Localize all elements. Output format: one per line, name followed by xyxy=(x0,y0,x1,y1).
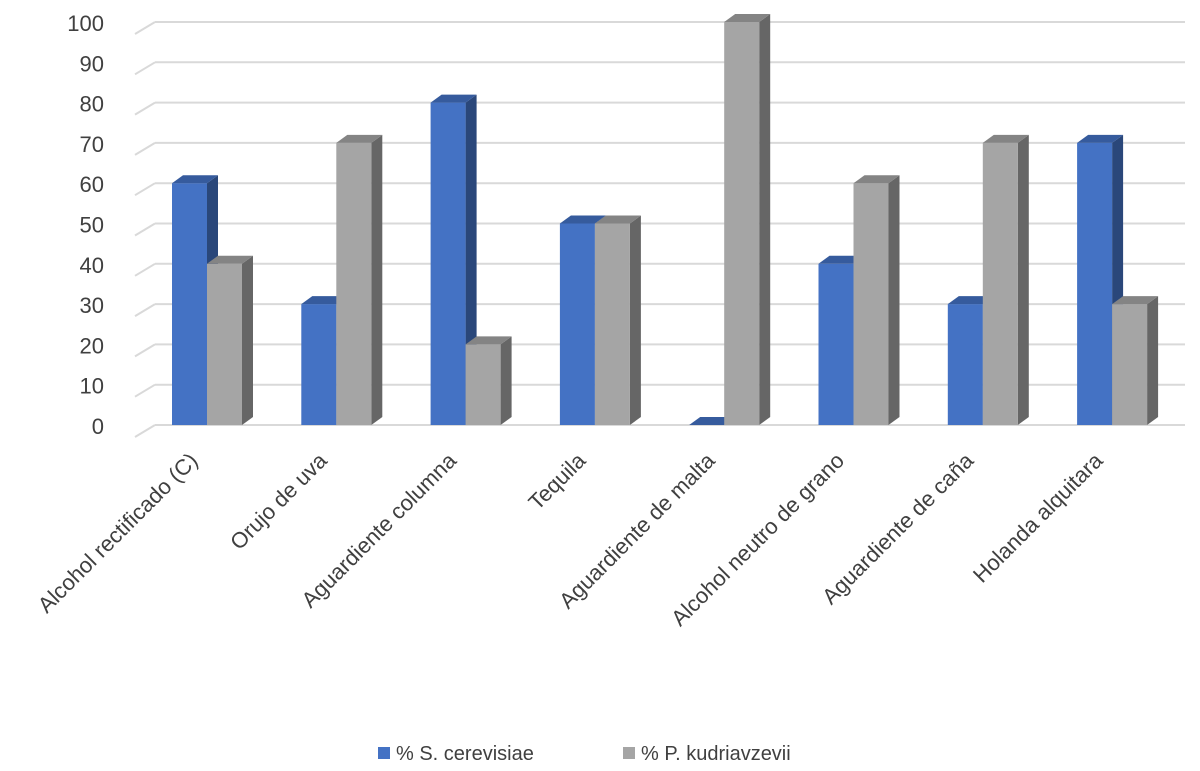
y-tick-label: 80 xyxy=(80,92,104,117)
legend-swatch-s-cerevisiae xyxy=(378,747,390,759)
y-tick-label: 10 xyxy=(80,374,104,399)
bar xyxy=(465,336,512,425)
bar-top xyxy=(689,417,736,425)
bar-top xyxy=(336,134,383,143)
y-tick-label: 50 xyxy=(80,213,104,238)
bar-front xyxy=(1077,142,1113,425)
bar-front xyxy=(724,22,760,425)
y-tick-label: 20 xyxy=(80,333,104,358)
y-tick-label: 90 xyxy=(80,51,104,76)
bar xyxy=(724,14,771,425)
bar-top xyxy=(724,14,771,22)
bar-top xyxy=(465,336,512,345)
bar-front xyxy=(947,304,983,425)
gridline xyxy=(134,383,156,398)
bar-top xyxy=(430,94,477,103)
gridline xyxy=(134,424,156,438)
legend-swatch-p-kudriavzevii xyxy=(623,747,635,759)
gridline xyxy=(134,303,156,317)
bar-front xyxy=(853,183,889,425)
gridline xyxy=(134,142,156,156)
bar xyxy=(982,134,1029,425)
legend-label-s-cerevisiae: % S. cerevisiae xyxy=(396,743,534,765)
bar-front xyxy=(465,344,501,425)
gridline xyxy=(134,222,156,237)
x-tick-label: Orujo de uva xyxy=(225,447,332,554)
bar-front xyxy=(559,223,595,425)
bar-side xyxy=(500,336,512,425)
y-axis-ticks: 0 10 20 30 40 50 60 70 80 90 100 xyxy=(67,11,104,439)
bar-top xyxy=(853,175,900,184)
bar-front xyxy=(594,223,630,425)
bar xyxy=(594,215,641,425)
y-tick-label: 70 xyxy=(80,132,104,157)
bar-side xyxy=(371,134,383,425)
bar-top xyxy=(594,215,641,224)
y-tick-label: 60 xyxy=(80,172,104,197)
gridline xyxy=(134,101,156,116)
bar-front xyxy=(336,142,372,425)
bar-front xyxy=(301,304,337,425)
bar xyxy=(336,134,383,425)
bar-top xyxy=(1077,134,1124,143)
gridline xyxy=(134,61,156,76)
bar-front xyxy=(172,183,207,425)
x-axis-labels: Alcohol rectificado (C) Orujo de uvaAguar… xyxy=(33,447,1108,630)
bar-front xyxy=(818,263,854,425)
gridline xyxy=(134,21,156,35)
y-tick-label: 100 xyxy=(67,11,104,36)
bar-top xyxy=(947,296,994,305)
legend: % S. cerevisiae % P. kudriavzevii xyxy=(378,743,791,765)
bar-front xyxy=(982,142,1018,425)
bar-top xyxy=(559,215,606,224)
bar xyxy=(853,175,900,425)
bar-top xyxy=(172,175,218,184)
bar-top xyxy=(982,134,1029,143)
gridline xyxy=(134,262,156,277)
bar-front xyxy=(430,102,466,425)
bar-front xyxy=(207,263,242,425)
y-tick-label: 40 xyxy=(80,253,104,278)
bar-side xyxy=(242,255,253,425)
gridline xyxy=(134,343,156,358)
gridline xyxy=(134,182,156,197)
bar-side xyxy=(1147,296,1159,425)
bar-side xyxy=(629,215,641,425)
bar xyxy=(207,255,253,425)
x-tick-label: Holanda alquitara xyxy=(968,447,1108,587)
bar-side xyxy=(888,175,900,425)
y-tick-label: 0 xyxy=(92,414,104,439)
y-tick-label: 30 xyxy=(80,293,104,318)
bar-top xyxy=(1112,296,1159,305)
bar-side xyxy=(759,14,771,425)
bar-front xyxy=(1112,304,1148,425)
legend-label-p-kudriavzevii: % P. kudriavzevii xyxy=(641,743,791,765)
bars xyxy=(172,14,1159,425)
bar-top xyxy=(207,255,253,264)
bar-top xyxy=(301,296,348,305)
bar-top xyxy=(818,255,865,264)
x-tick-label: Tequila xyxy=(523,447,591,515)
x-tick-label: Alcohol rectificado (C) xyxy=(33,448,203,618)
bar xyxy=(1112,296,1159,425)
bar xyxy=(689,417,736,425)
bar-side xyxy=(1017,134,1029,425)
